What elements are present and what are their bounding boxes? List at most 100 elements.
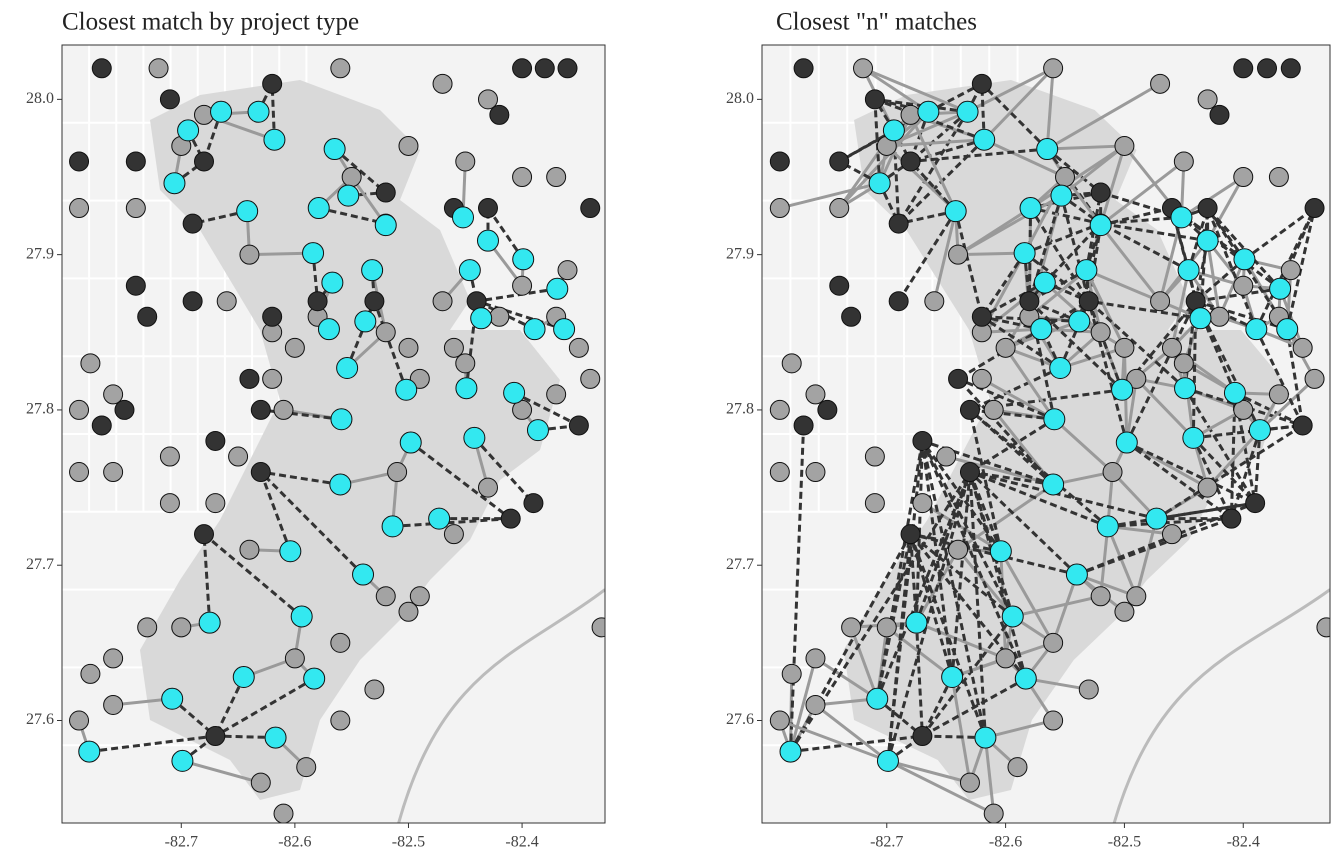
point — [1174, 377, 1197, 400]
match-link — [983, 737, 996, 814]
match-link — [1120, 300, 1197, 391]
match-link — [873, 99, 882, 184]
point — [78, 740, 101, 763]
point — [989, 540, 1012, 563]
match-link — [1134, 518, 1158, 597]
point — [177, 119, 200, 142]
point — [1150, 291, 1171, 312]
point — [329, 473, 352, 496]
match-link — [921, 501, 1002, 553]
point — [805, 462, 826, 483]
match-link — [875, 471, 972, 700]
match-link — [1234, 391, 1304, 427]
match-link — [1254, 328, 1305, 427]
match-link — [921, 676, 954, 737]
point — [1292, 415, 1313, 436]
point — [971, 306, 992, 327]
point — [1090, 322, 1111, 343]
point — [125, 275, 146, 296]
match-link — [980, 82, 1049, 151]
match-link — [1156, 501, 1256, 521]
point — [452, 206, 475, 229]
point — [69, 399, 90, 420]
y-tick-label: 27.6 — [726, 711, 754, 728]
x-tick-label: -82.6 — [989, 834, 1022, 851]
point — [1036, 138, 1059, 161]
chart-title: Closest match by project type — [62, 9, 359, 36]
match-link — [1099, 145, 1126, 226]
point — [239, 368, 260, 389]
point — [432, 73, 453, 94]
point — [352, 563, 375, 586]
match-link — [968, 471, 987, 738]
match-link — [1206, 429, 1262, 489]
y-tick-label: 27.7 — [26, 556, 54, 573]
point — [568, 415, 589, 436]
point — [769, 151, 790, 172]
match-link — [1053, 418, 1114, 474]
match-link — [909, 114, 958, 212]
point — [817, 399, 838, 420]
match-link — [1099, 160, 1185, 227]
point — [273, 399, 294, 420]
match-link — [954, 210, 984, 318]
match-link — [969, 470, 1157, 521]
match-link — [789, 658, 817, 752]
match-link — [1198, 207, 1210, 319]
match-link — [957, 377, 1055, 421]
match-link — [260, 470, 341, 486]
match-link — [985, 719, 1054, 740]
point — [512, 58, 533, 79]
point — [1209, 306, 1230, 327]
match-link — [1100, 222, 1208, 243]
chart-title: Closest "n" matches — [776, 9, 977, 36]
point — [1075, 259, 1098, 282]
point — [959, 399, 980, 420]
match-link — [950, 471, 972, 678]
match-link — [909, 160, 957, 213]
match-link — [968, 471, 1028, 679]
match-link — [886, 440, 924, 762]
point — [924, 291, 945, 312]
point — [1182, 426, 1205, 449]
match-link — [1023, 251, 1090, 303]
point — [557, 260, 578, 281]
point — [876, 617, 897, 638]
match-link — [981, 281, 1046, 319]
point — [1197, 198, 1218, 219]
point — [1257, 58, 1278, 79]
point — [553, 318, 576, 341]
match-link — [909, 533, 1027, 680]
match-link — [789, 533, 912, 753]
match-link — [897, 210, 957, 303]
match-link — [1107, 501, 1256, 528]
point — [983, 803, 1004, 823]
point — [317, 318, 340, 341]
match-link — [1135, 377, 1195, 439]
point — [1248, 419, 1271, 442]
point — [912, 493, 933, 514]
point — [1043, 710, 1064, 731]
match-link — [1088, 299, 1201, 320]
point — [398, 135, 419, 156]
point — [1042, 473, 1065, 496]
point — [159, 446, 180, 467]
match-link — [1023, 252, 1031, 302]
point — [944, 200, 967, 223]
match-link — [1180, 175, 1245, 219]
match-link — [333, 147, 387, 194]
point — [463, 426, 486, 449]
point — [443, 524, 464, 545]
point — [361, 259, 384, 282]
y-tick-label: 27.9 — [26, 245, 54, 262]
point — [1019, 291, 1040, 312]
point — [995, 648, 1016, 669]
point — [1173, 353, 1194, 374]
point — [398, 601, 419, 622]
match-link — [957, 194, 1063, 256]
point — [91, 415, 112, 436]
point — [137, 306, 158, 327]
match-link — [1253, 430, 1262, 504]
point — [526, 419, 549, 442]
point — [290, 605, 313, 628]
